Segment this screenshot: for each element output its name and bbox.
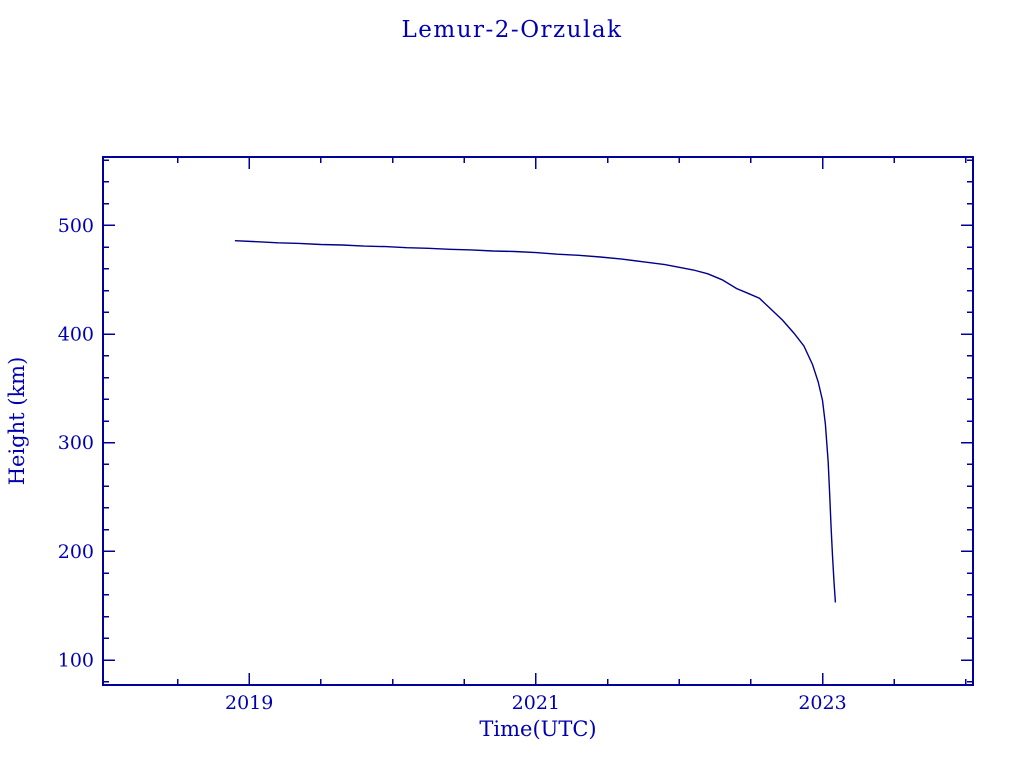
x-tick-label: 2023 xyxy=(798,692,846,714)
x-axis-label: Time(UTC) xyxy=(479,717,597,741)
y-tick-label: 400 xyxy=(58,324,94,346)
plot-frame xyxy=(102,156,974,686)
y-tick-label: 500 xyxy=(58,215,94,237)
height-decay-curve xyxy=(234,240,837,603)
chart-title: Lemur-2-Orzulak xyxy=(401,17,623,43)
y-tick-label: 200 xyxy=(58,541,94,563)
y-axis-label: Height (km) xyxy=(5,356,29,486)
y-tick-label: 100 xyxy=(58,650,94,672)
x-tick-label: 2019 xyxy=(225,692,273,714)
y-tick-label: 300 xyxy=(58,432,94,454)
x-tick-label: 2021 xyxy=(512,692,560,714)
